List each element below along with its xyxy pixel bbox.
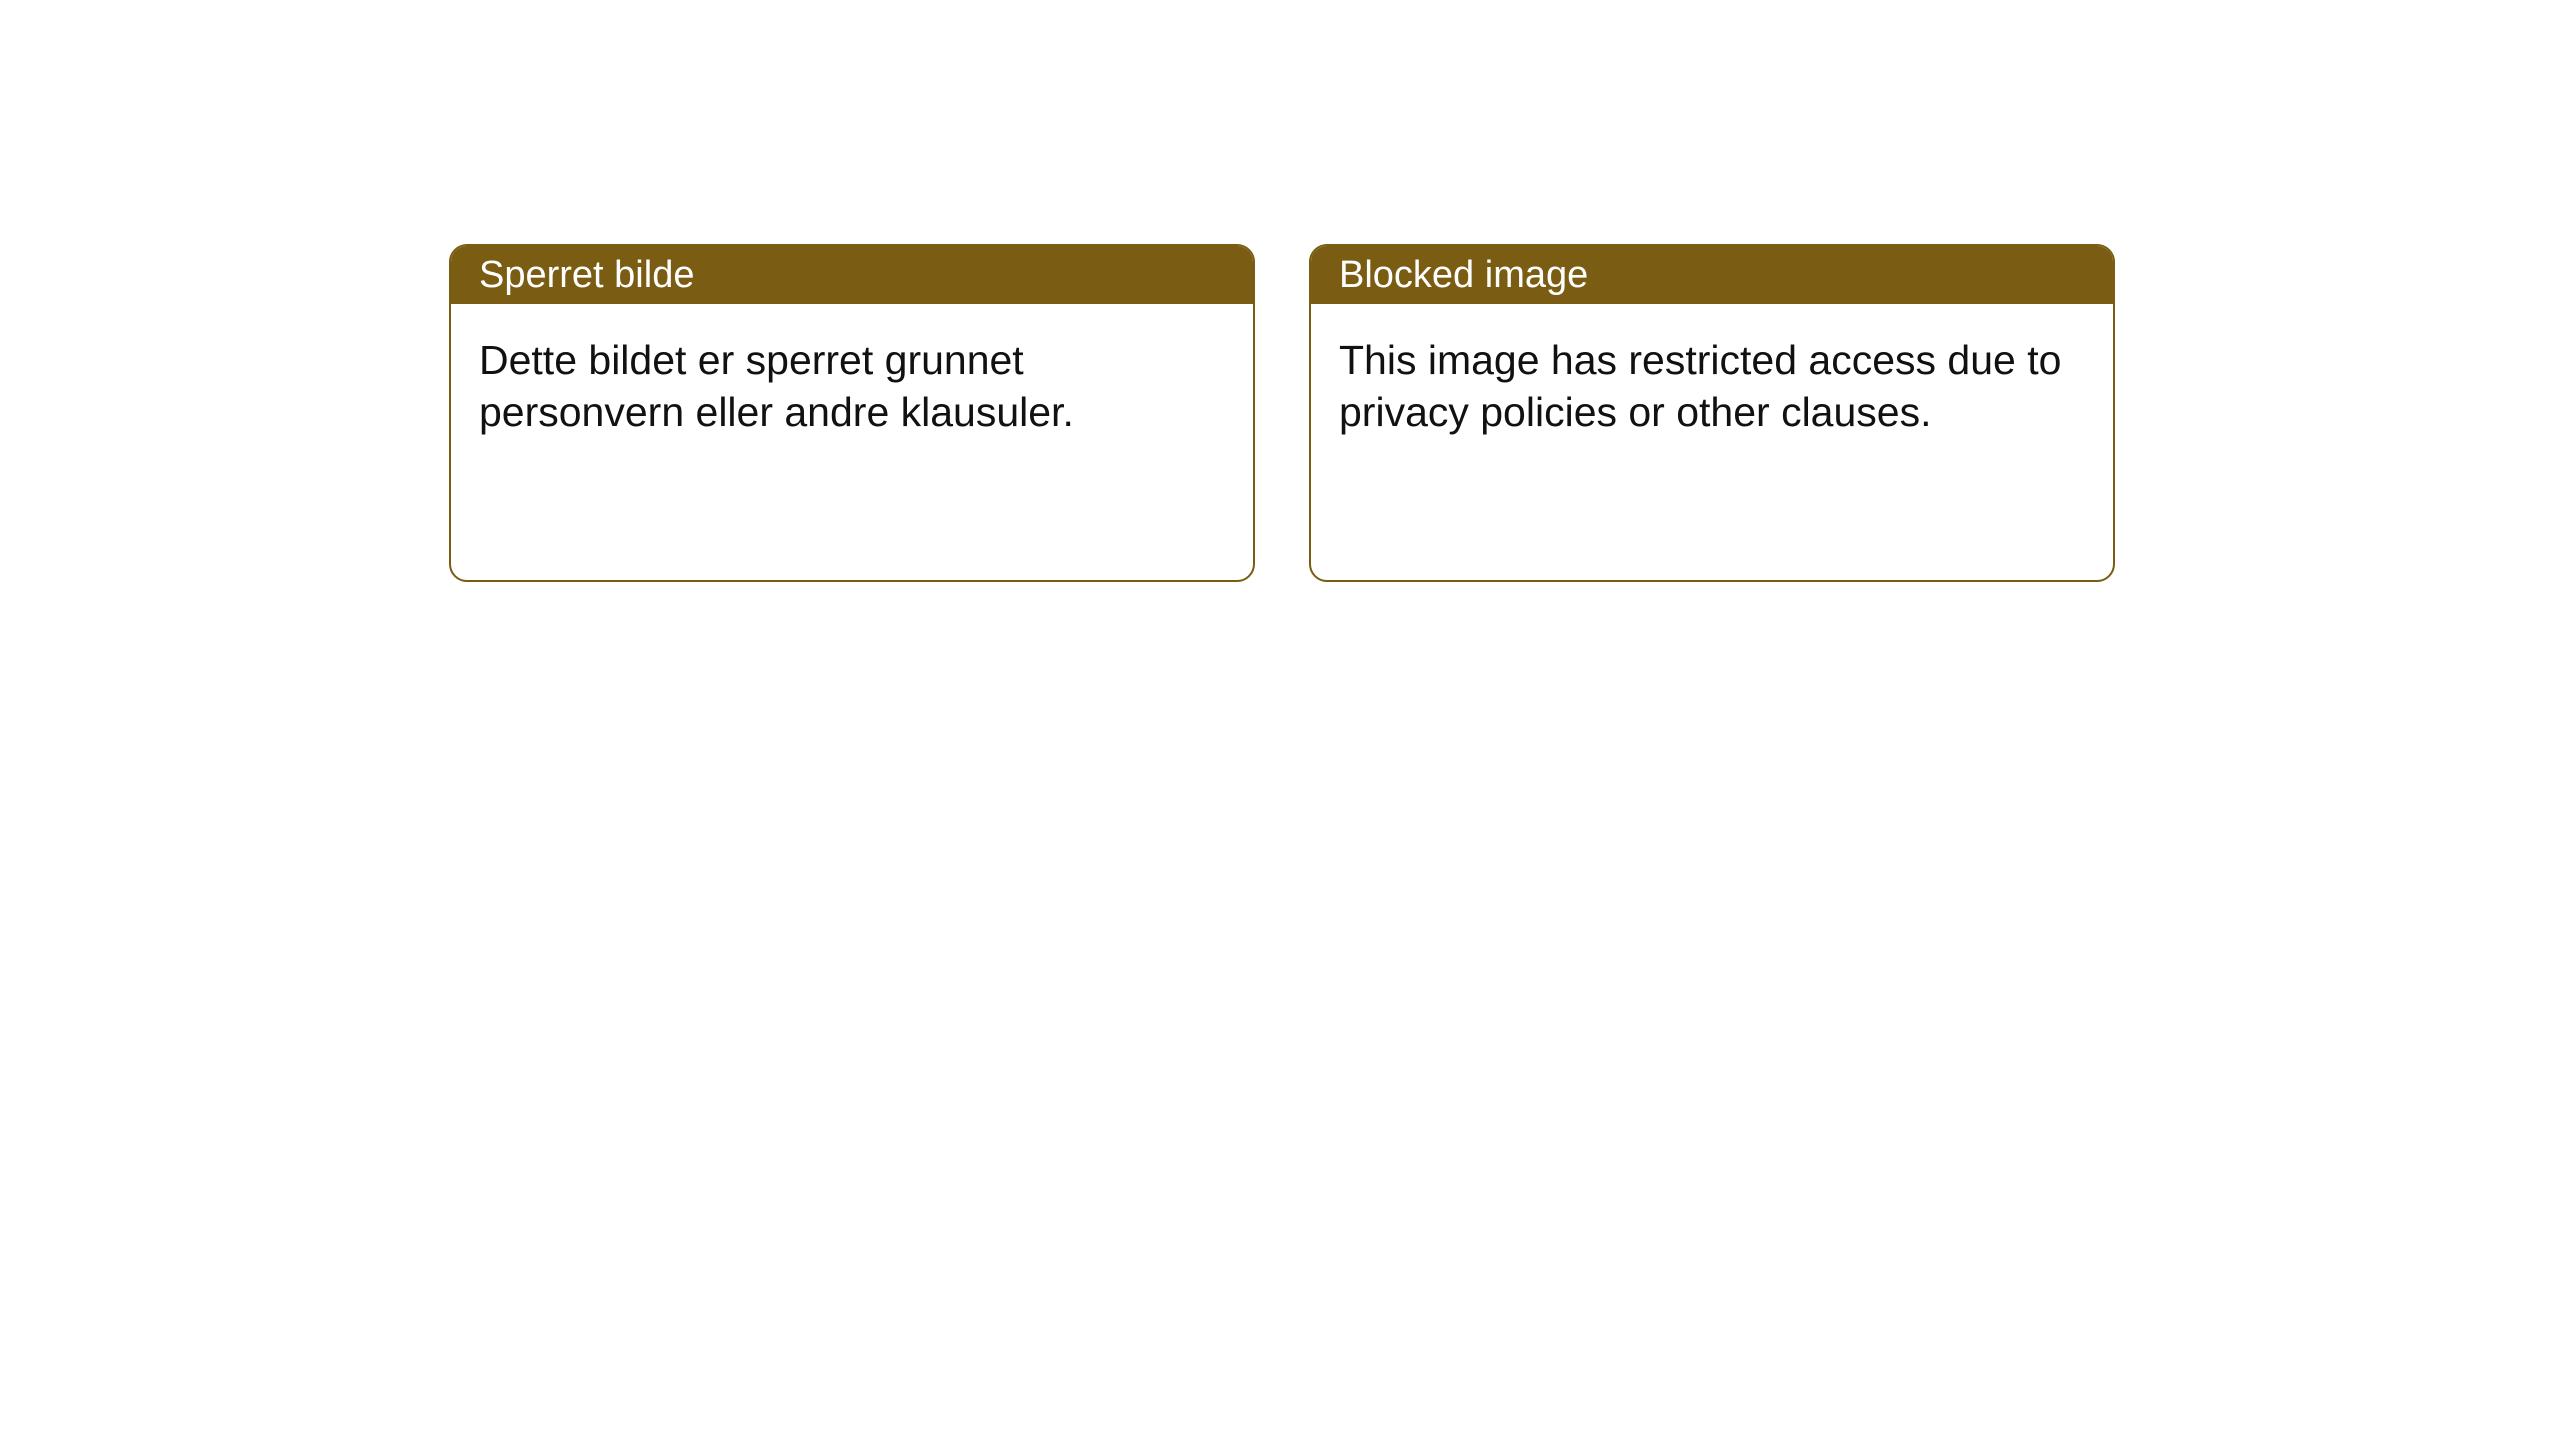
panel-header-english: Blocked image	[1311, 246, 2113, 304]
panel-title-english: Blocked image	[1339, 254, 1588, 297]
panel-body-english: This image has restricted access due to …	[1311, 304, 2113, 469]
blocked-image-panel-norwegian: Sperret bilde Dette bildet er sperret gr…	[449, 244, 1255, 582]
notice-panels-container: Sperret bilde Dette bildet er sperret gr…	[449, 244, 2115, 582]
panel-body-norwegian: Dette bildet er sperret grunnet personve…	[451, 304, 1253, 469]
panel-title-norwegian: Sperret bilde	[479, 254, 694, 297]
panel-message-english: This image has restricted access due to …	[1339, 337, 2061, 435]
blocked-image-panel-english: Blocked image This image has restricted …	[1309, 244, 2115, 582]
panel-message-norwegian: Dette bildet er sperret grunnet personve…	[479, 337, 1074, 435]
panel-header-norwegian: Sperret bilde	[451, 246, 1253, 304]
